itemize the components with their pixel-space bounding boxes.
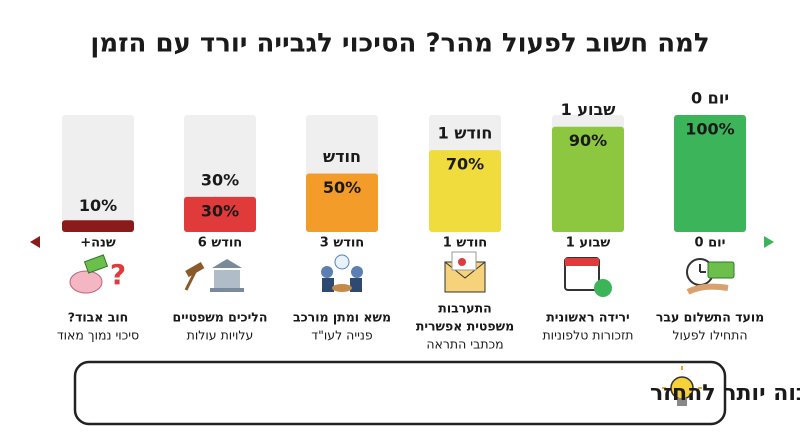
axis-arrow-right [764,236,774,248]
icon-calendar-phone [564,257,612,297]
icon-lightbulb [662,366,702,406]
description-title: משא ומתן מורכב [293,310,391,325]
bar-background [62,115,134,232]
icon-letter [444,251,486,293]
value-label: 10% [79,196,117,215]
value-label: 70% [446,155,484,174]
value-label: 30% [201,201,239,220]
conclusion-box [73,360,727,426]
conclusion-text: מסקנה: גביית חובות מוקדמת = סיכוי גבוה י… [650,381,800,406]
description-title: מועד התשלום עבר [656,310,764,325]
icon-court [184,259,244,292]
x-tick-label: שבוע 1 [566,236,611,251]
icon-meeting [321,254,363,292]
description-note: סיכוי נמוך מאוד [57,328,139,343]
description-title: הליכים משפטיים [173,310,268,325]
axis-arrow-left [30,236,40,248]
x-tick-label: יום 0 [695,236,726,251]
axis-label-box [68,233,128,251]
description-title: התערבות [438,301,491,316]
bar [184,196,256,232]
axis-label-box [680,233,740,251]
top-label: 30% [201,170,239,189]
description-note: פנייה לעו"ד [311,328,373,343]
axis-label-box [435,233,495,251]
x-tick-label: חודש 6 [198,236,242,251]
description-note: התחילו לפעול [672,328,747,343]
description-note: תזכורות טלפוניות [542,328,633,343]
bar [306,173,378,232]
x-tick-label: שנה+ [80,236,116,251]
x-tick-label: חודש 3 [320,236,364,251]
x-tick-label: חודש 1 [443,236,487,251]
chart-title: למה חשוב לפעול מהר? הסיכוי לגבייה יורד ע… [90,29,709,59]
description-title: משפטית אפשרית [416,319,514,334]
bar [674,115,746,232]
value-label: 50% [323,178,361,197]
axis-label-box [190,233,250,251]
bar [552,126,624,232]
bar [429,150,501,232]
bar [62,220,134,232]
top-label: שבוע 1 [561,100,616,119]
axis-label-box [312,233,372,251]
description-title: ירידה ראשונית [546,310,629,325]
description-note: עלויות עולות [187,328,254,343]
value-label: 90% [569,131,607,150]
description-note: מכתבי התראה [426,337,503,352]
description-title: חוב אבוד? [68,310,128,325]
icon-money-clock [686,258,735,295]
top-label: יום 0 [691,89,729,108]
value-label: 100% [685,120,734,139]
axis-label-box [558,233,618,251]
icon-piggy-question: ? [69,254,126,294]
svg-text:?: ? [110,258,126,291]
top-label: חודש 1 [438,124,493,143]
top-label: חודש [323,147,361,166]
